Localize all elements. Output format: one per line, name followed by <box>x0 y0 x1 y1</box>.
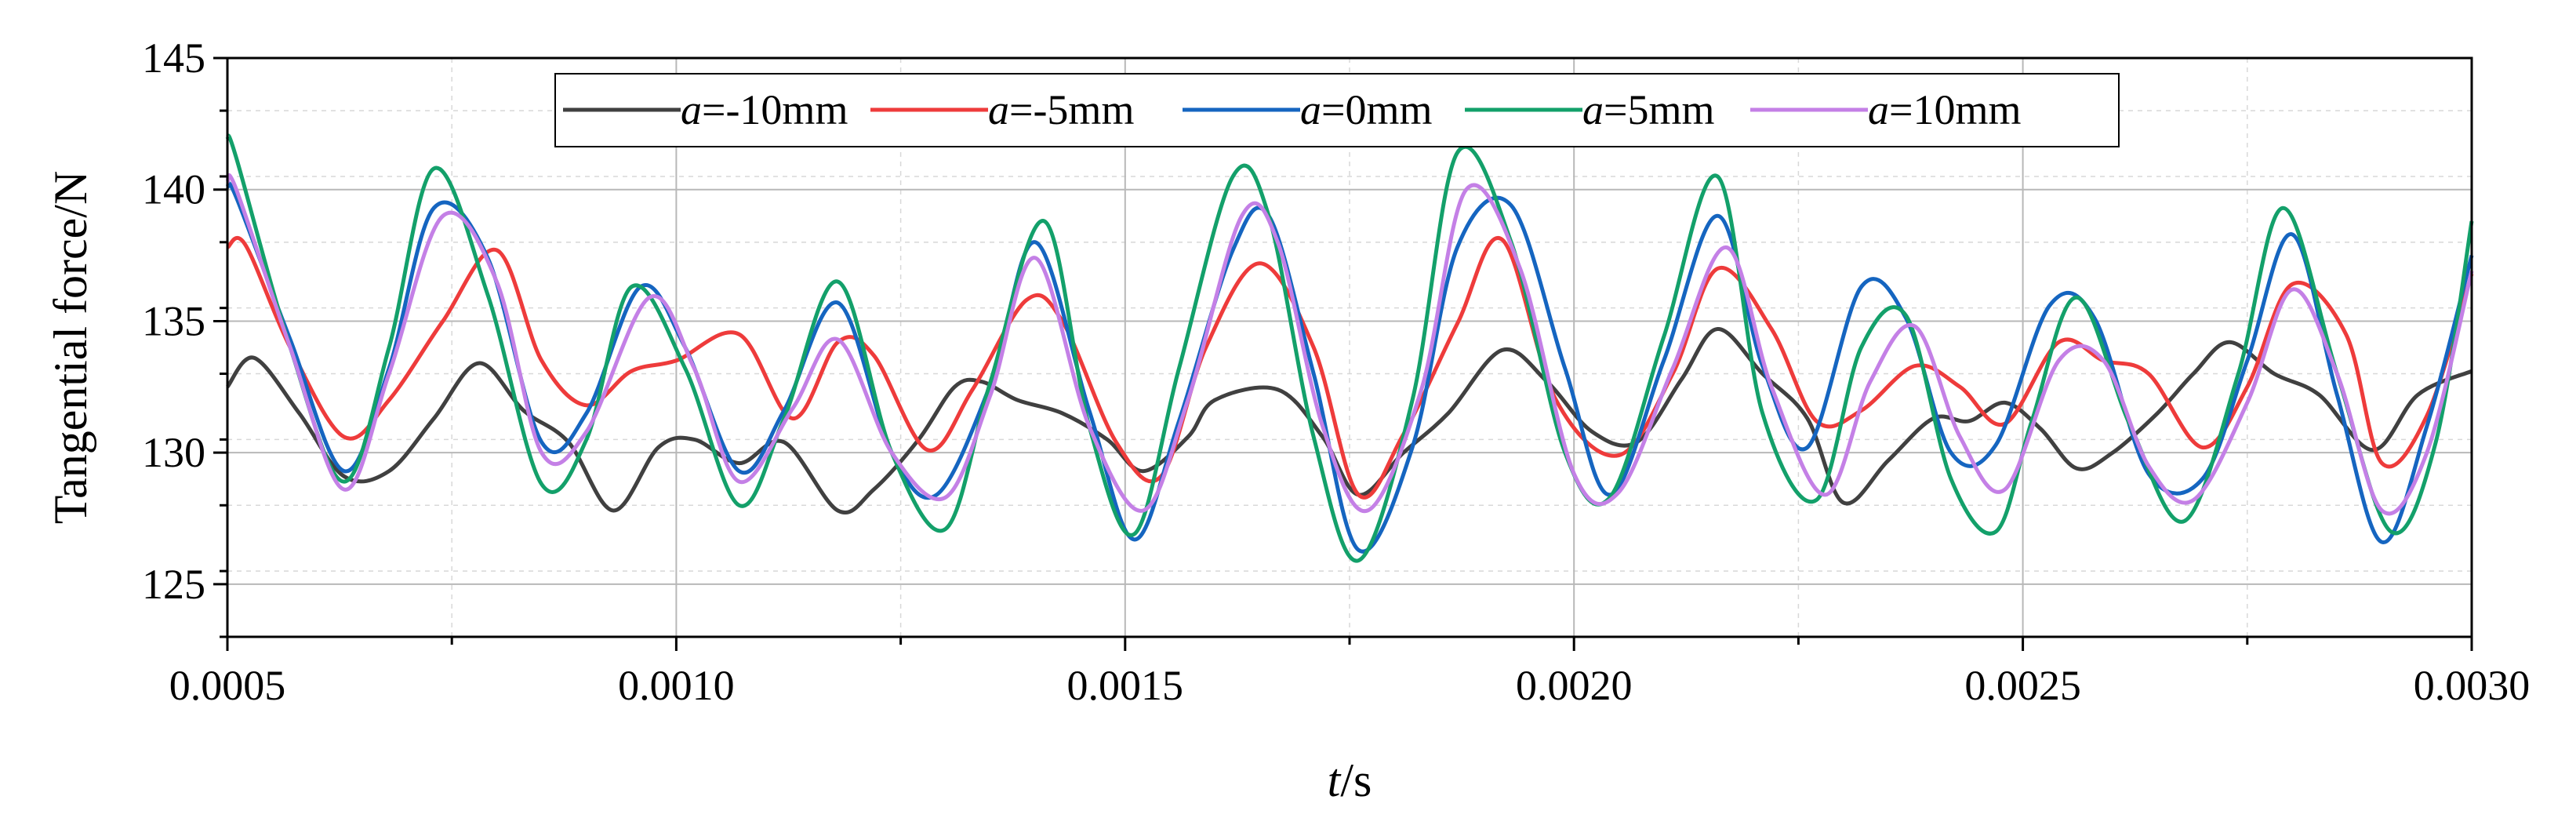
x-tick-label: 0.0030 <box>2414 662 2531 709</box>
x-tick-label: 0.0010 <box>618 662 735 709</box>
y-axis-title: Tangential force/N <box>45 171 96 525</box>
legend-items: a=-10mm a=-5mm a=0mm a=5mm a=10mm <box>563 86 2021 133</box>
axis-ticks <box>213 56 2473 651</box>
x-axis-unit: /s <box>1340 754 1372 806</box>
legend-label-0: a=-10mm <box>681 86 848 133</box>
legend-label-3: a=5mm <box>1582 86 1714 133</box>
legend-label-2: a=0mm <box>1300 86 1432 133</box>
series-line-2 <box>225 181 2474 554</box>
series-line-0 <box>225 327 2473 514</box>
y-tick-labels: 125 130 135 140 145 <box>142 35 205 608</box>
legend-label-1: a=-5mm <box>988 86 1134 133</box>
x-axis-title: t/s <box>1328 754 1372 806</box>
y-tick-label: 145 <box>142 35 205 82</box>
y-tick-label: 140 <box>142 166 205 213</box>
x-tick-label: 0.0020 <box>1516 662 1633 709</box>
x-tick-label: 0.0005 <box>169 662 286 709</box>
y-tick-label: 130 <box>142 429 205 476</box>
y-tick-label: 135 <box>142 297 205 344</box>
x-axis-variable: t <box>1328 754 1342 806</box>
x-tick-label: 0.0025 <box>1964 662 2081 709</box>
series-line-1 <box>226 236 2474 500</box>
series-lines <box>225 133 2474 563</box>
legend: a=-10mm a=-5mm a=0mm a=5mm a=10mm <box>554 73 2120 147</box>
y-tick-label: 125 <box>142 561 205 608</box>
series-line-4 <box>225 173 2474 516</box>
x-tick-label: 0.0015 <box>1067 662 1184 709</box>
series-line-3 <box>225 133 2474 563</box>
x-tick-labels: 0.0005 0.0010 0.0015 0.0020 0.0025 0.0030 <box>169 662 2531 709</box>
legend-label-4: a=10mm <box>1868 86 2021 133</box>
